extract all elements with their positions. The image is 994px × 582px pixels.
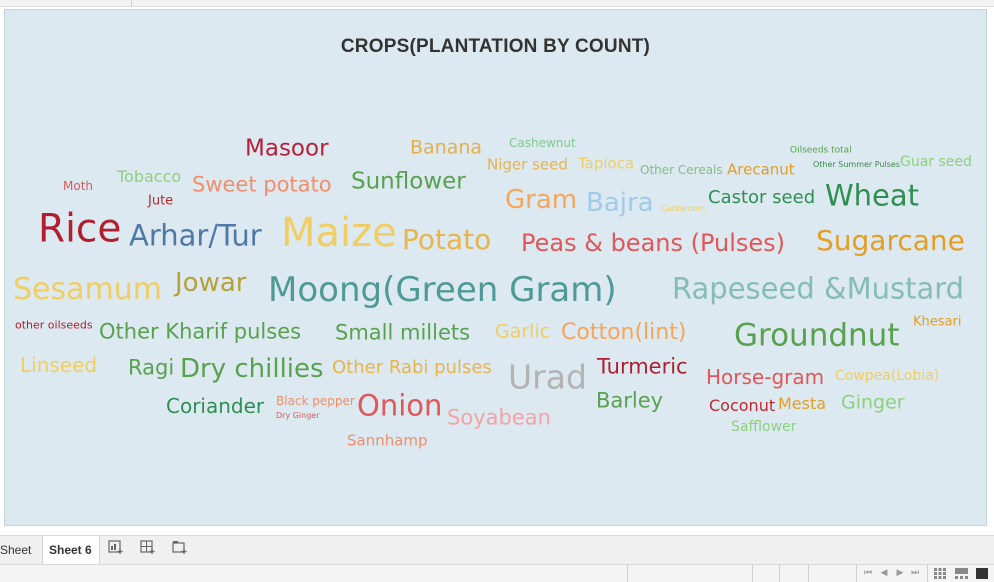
- new-story-icon-svg: [172, 541, 187, 554]
- top-toolbar-strip: [0, 0, 994, 7]
- word-cloud-mark[interactable]: Castor seed: [708, 187, 816, 208]
- word-cloud-mark[interactable]: Garlic: [495, 320, 551, 343]
- word-cloud-mark[interactable]: Safflower: [731, 419, 797, 435]
- word-cloud-mark[interactable]: Potato: [402, 223, 492, 256]
- word-cloud-mark[interactable]: Barley: [596, 388, 664, 413]
- word-cloud-mark[interactable]: Groundnut: [734, 317, 900, 354]
- toolbar-divider: [131, 0, 132, 6]
- visualization-pane: CROPS(PLANTATION BY COUNT) Masoor Banana C…: [4, 9, 987, 526]
- sheet-tab-bar: Sheet 5 Sheet 6: [0, 535, 994, 564]
- word-cloud-mark[interactable]: Jute: [148, 193, 174, 209]
- word-cloud-mark[interactable]: Coriander: [166, 394, 265, 418]
- filmstrip-view-icon[interactable]: [955, 568, 968, 579]
- chart-title: CROPS(PLANTATION BY COUNT): [340, 36, 651, 57]
- next-page-icon[interactable]: ▶: [896, 568, 904, 578]
- status-bar: ⏮ ◀ ▶ ⏭: [0, 564, 994, 582]
- word-cloud-mark[interactable]: Other Kharif pulses: [99, 319, 302, 344]
- grid-view-icon-svg: [934, 568, 946, 579]
- word-cloud-mark[interactable]: Moth: [63, 179, 94, 193]
- word-cloud-mark[interactable]: Ginger: [841, 391, 905, 414]
- word-cloud-mark[interactable]: Cotton(lint): [561, 320, 687, 345]
- word-cloud-mark[interactable]: Tapioca: [578, 154, 635, 173]
- word-cloud-mark[interactable]: Peas & beans (Pulses): [521, 229, 786, 257]
- word-cloud: Masoor Banana Cashewnut Oilseeds total Other…: [5, 10, 986, 525]
- word-cloud-mark[interactable]: Khesari: [913, 314, 962, 330]
- word-cloud-mark[interactable]: Sweet potato: [192, 172, 332, 197]
- word-cloud-mark[interactable]: Dry chillies: [180, 354, 324, 384]
- new-story-icon[interactable]: [169, 540, 191, 560]
- word-cloud-mark[interactable]: Cardamom: [661, 204, 706, 213]
- tab-view-icon[interactable]: [976, 568, 988, 579]
- new-worksheet-icon[interactable]: [105, 540, 127, 560]
- word-cloud-mark[interactable]: Onion: [357, 388, 443, 423]
- word-cloud-mark[interactable]: Arecanut: [727, 160, 795, 179]
- word-cloud-mark[interactable]: Tobacco: [117, 167, 182, 186]
- word-cloud-mark[interactable]: Jowar: [175, 268, 247, 298]
- word-cloud-mark[interactable]: Cashewnut: [509, 136, 576, 150]
- word-cloud-mark[interactable]: Rapeseed &Mustard: [672, 271, 965, 306]
- word-cloud-mark[interactable]: Linseed: [20, 353, 98, 377]
- status-divider: [627, 565, 628, 582]
- word-cloud-mark[interactable]: Sesamum: [13, 272, 162, 307]
- word-cloud-mark[interactable]: Black pepper: [276, 394, 355, 408]
- word-cloud-mark[interactable]: Gram: [505, 185, 578, 215]
- tab-sheet-5[interactable]: Sheet 5: [0, 543, 32, 557]
- status-divider: [927, 565, 928, 582]
- word-cloud-mark[interactable]: Other Summer Pulses: [813, 160, 900, 169]
- tab-sheet-6[interactable]: Sheet 6: [42, 536, 100, 564]
- word-cloud-mark[interactable]: Wheat: [825, 178, 920, 213]
- new-dashboard-icon[interactable]: [137, 540, 159, 560]
- word-cloud-mark[interactable]: Soyabean: [447, 405, 551, 430]
- word-cloud-mark[interactable]: Arhar/Tur: [129, 218, 262, 253]
- new-worksheet-icon-svg: [108, 540, 123, 554]
- word-cloud-mark[interactable]: Moong(Green Gram): [268, 270, 617, 310]
- word-cloud-mark[interactable]: Sannhamp: [347, 431, 428, 450]
- word-cloud-mark[interactable]: Masoor: [245, 135, 329, 162]
- grid-view-icon[interactable]: [934, 568, 946, 579]
- tab-view-icon-svg: [976, 568, 988, 579]
- status-divider: [808, 565, 809, 582]
- word-cloud-mark[interactable]: Banana: [410, 136, 483, 159]
- word-cloud-mark[interactable]: Urad: [508, 357, 587, 397]
- word-cloud-mark[interactable]: Guar seed: [900, 154, 972, 170]
- word-cloud-mark[interactable]: Turmeric: [597, 354, 688, 379]
- last-page-icon[interactable]: ⏭: [910, 568, 920, 578]
- word-cloud-mark[interactable]: Dry Ginger: [276, 411, 320, 420]
- word-cloud-mark[interactable]: Rice: [38, 206, 122, 252]
- first-page-icon[interactable]: ⏮: [863, 568, 873, 578]
- word-cloud-mark[interactable]: Bajra: [586, 188, 654, 218]
- word-cloud-mark[interactable]: Sunflower: [351, 168, 466, 195]
- new-dashboard-icon-svg: [140, 540, 155, 554]
- status-divider: [779, 565, 780, 582]
- filmstrip-view-icon-svg: [955, 568, 968, 579]
- word-cloud-mark[interactable]: other oilseeds: [15, 318, 93, 332]
- status-divider: [752, 565, 753, 582]
- status-divider: [856, 565, 857, 582]
- word-cloud-mark[interactable]: Cowpea(Lobia): [835, 368, 940, 384]
- word-cloud-mark[interactable]: Horse-gram: [706, 365, 825, 389]
- word-cloud-mark[interactable]: Niger seed: [487, 155, 568, 174]
- word-cloud-mark[interactable]: Ragi: [128, 355, 175, 380]
- previous-page-icon[interactable]: ◀: [880, 568, 888, 578]
- word-cloud-mark[interactable]: Sugarcane: [816, 224, 965, 257]
- word-cloud-mark[interactable]: Other Cereals: [640, 163, 723, 177]
- word-cloud-mark[interactable]: Mesta: [778, 394, 827, 413]
- word-cloud-mark[interactable]: Other Rabi pulses: [332, 357, 492, 378]
- word-cloud-mark[interactable]: Small millets: [335, 320, 471, 345]
- word-cloud-mark[interactable]: Coconut: [709, 396, 776, 415]
- word-cloud-mark[interactable]: Oilseeds total: [790, 145, 852, 156]
- word-cloud-mark[interactable]: Maize: [281, 210, 397, 256]
